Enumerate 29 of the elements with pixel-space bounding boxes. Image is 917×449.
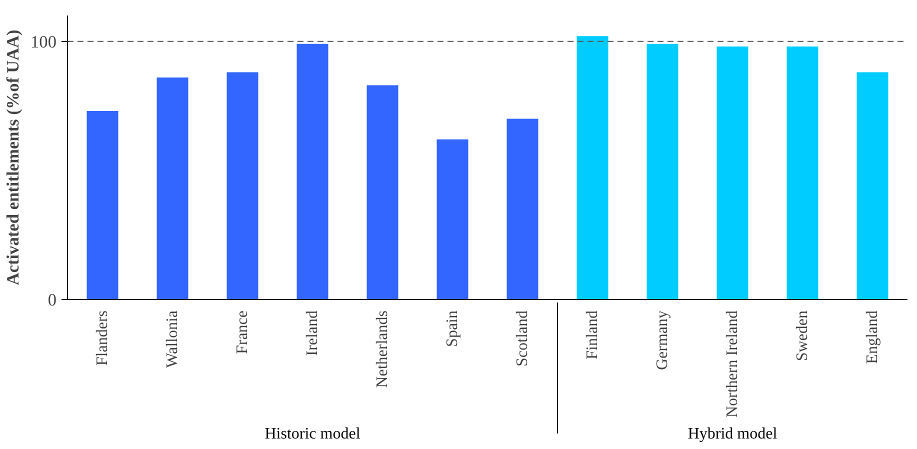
x-tick-label: Sweden	[794, 310, 811, 362]
text: Historic model	[264, 426, 361, 443]
bar	[86, 111, 118, 300]
bar	[576, 36, 608, 300]
x-tick-label: Netherlands	[374, 310, 391, 388]
bar	[506, 118, 538, 300]
bar	[226, 72, 258, 300]
x-tick-label: Spain	[444, 310, 461, 347]
bar	[296, 44, 328, 300]
bar	[856, 72, 888, 300]
x-tick-label: Ireland	[304, 310, 321, 356]
y-tick-label: 100	[30, 32, 57, 52]
x-tick-label: Scotland	[514, 310, 531, 366]
bar	[646, 44, 678, 300]
bar	[366, 85, 398, 300]
x-tick-label: Flanders	[94, 310, 111, 366]
x-tick-label: Wallonia	[164, 310, 181, 368]
y-tick-label: 0	[48, 290, 57, 310]
text: Hybrid model	[688, 426, 778, 443]
bar	[436, 139, 468, 300]
x-tick-label: Germany	[654, 310, 671, 370]
y-axis-title: Activated entitlements (%of UAA)	[4, 30, 23, 286]
x-tick-label: France	[234, 310, 251, 354]
bar	[716, 46, 748, 300]
bar	[786, 46, 818, 300]
x-tick-label: England	[864, 310, 881, 364]
x-tick-label: Northern Ireland	[724, 310, 741, 418]
bar	[156, 77, 188, 300]
x-tick-label: Finland	[584, 310, 601, 360]
